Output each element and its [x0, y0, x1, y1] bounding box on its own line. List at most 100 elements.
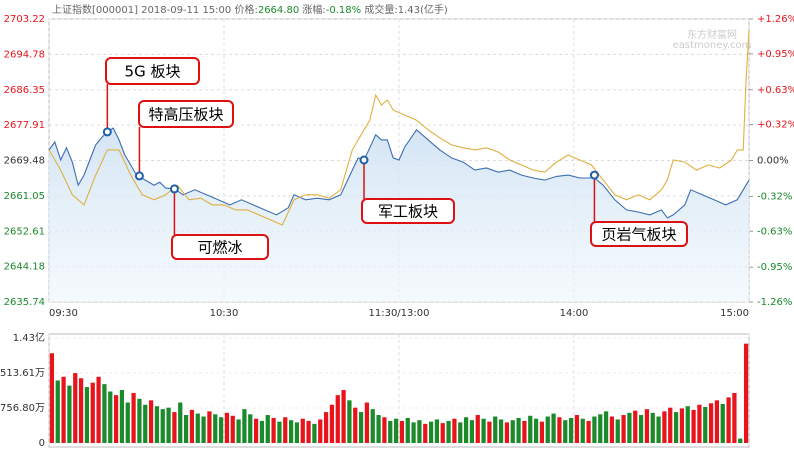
volume-bar: [644, 409, 650, 443]
volume-bar: [738, 438, 743, 443]
volume-bar: [230, 415, 235, 443]
header: 上证指数[000001] 2018-09-11 15:00 价格:2664.80…: [52, 3, 448, 16]
volume-bar: [353, 407, 358, 443]
volume-bar: [726, 397, 731, 443]
volume-bar: [679, 408, 685, 443]
annotation-marker: [169, 184, 179, 194]
y-tick-label: 2677.91: [4, 120, 45, 131]
watermark-sub: eastmoney.com: [673, 40, 752, 51]
volume-bar: [341, 390, 346, 443]
volume-bar: [528, 415, 533, 443]
volume-bar: [323, 412, 329, 443]
volume-bar: [195, 413, 200, 443]
volume-bar: [131, 392, 136, 443]
price-line: [48, 29, 750, 226]
header-part: 涨幅:: [299, 3, 326, 16]
volume-bar: [259, 420, 265, 443]
annotation-box: [361, 198, 455, 224]
volume-bar: [574, 415, 580, 443]
annotation-label: 5G 板块: [125, 63, 181, 81]
volume-bar: [615, 419, 620, 443]
volume-bar: [481, 418, 486, 443]
volume-bar: [487, 421, 492, 443]
volume-bar: [294, 422, 300, 443]
volume-bar: [650, 412, 655, 443]
volume-bar: [603, 411, 609, 443]
volume-bar: [201, 416, 206, 443]
annotation-box: [590, 221, 688, 247]
volume-bar: [183, 415, 189, 443]
volume-bar: [469, 420, 475, 443]
volume-tick-label: 1.43亿: [13, 331, 45, 344]
annotation-label: 可燃冰: [197, 239, 242, 257]
volume-bar: [376, 415, 381, 443]
volume-bar: [504, 422, 510, 443]
volume-bar: [78, 378, 84, 443]
annotation-box: [171, 234, 269, 260]
volume-bar: [627, 412, 632, 443]
volume-bar: [399, 420, 405, 443]
header-part: 2664.80: [258, 5, 299, 16]
annotation-marker: [134, 171, 144, 181]
volume-bar: [638, 415, 644, 443]
volume-bar: [224, 412, 230, 443]
volume-bar: [49, 353, 55, 443]
volume-bar: [172, 412, 177, 443]
volume-bar: [119, 390, 125, 443]
volume-bar: [166, 407, 171, 443]
volume-bar: [551, 413, 556, 443]
volume-bar: [697, 404, 702, 443]
volume-bar: [113, 395, 119, 443]
volume-bar: [96, 376, 101, 443]
volume-bar: [84, 387, 90, 443]
volume-bar: [213, 414, 218, 443]
annotation-marker: [102, 127, 112, 137]
y-tick-label: 2703.22: [4, 14, 45, 25]
header-part: 成交量:1.43(亿手): [361, 3, 448, 16]
annotation-marker: [359, 155, 369, 165]
y2-tick-label: +1.26%: [757, 14, 794, 25]
price-line: [48, 127, 750, 219]
volume-bar: [580, 418, 585, 443]
y-tick-label: 2644.18: [4, 262, 45, 273]
volume-bar: [720, 404, 725, 443]
y2-tick-label: 0.00%: [757, 156, 789, 167]
volume-bar: [440, 423, 445, 443]
volume-bar: [148, 400, 154, 443]
volume-bar: [318, 419, 323, 443]
volume-bar: [434, 419, 440, 443]
volume-bar: [510, 420, 515, 443]
annotation-label: 特高压板块: [148, 106, 223, 124]
volume-bar: [370, 409, 375, 443]
y-tick-label: 2669.48: [4, 156, 45, 167]
volume-tick-label: 0: [39, 438, 45, 449]
volume-bar: [417, 420, 422, 443]
volume-bar: [633, 410, 638, 443]
volume-bar: [545, 416, 550, 443]
annotation-label: 军工板块: [378, 203, 438, 221]
x-tick-label: 15:00: [720, 308, 749, 319]
volume-bar: [178, 402, 183, 443]
volume-bar: [691, 409, 696, 443]
annotation-label: 页岩气板块: [601, 226, 676, 244]
volume-bar: [743, 343, 749, 443]
volume-bar: [108, 391, 113, 443]
volume-bar: [668, 407, 673, 443]
volume-bar: [568, 417, 574, 443]
volume-bar: [475, 415, 480, 443]
volume-bar: [61, 376, 66, 443]
volume-bar: [329, 404, 335, 443]
volume-bar: [656, 416, 661, 443]
volume-bar: [388, 420, 393, 443]
volume-bar: [90, 382, 95, 443]
volume-bar: [493, 416, 498, 443]
volume-bar: [253, 418, 259, 443]
volume-bar: [137, 398, 142, 443]
volume-bar: [55, 380, 60, 443]
volume-bar: [154, 406, 160, 443]
y2-tick-label: +0.32%: [757, 120, 794, 131]
volume-bar: [516, 417, 521, 443]
y-tick-label: 2652.61: [4, 226, 45, 237]
volume-bar: [143, 404, 148, 443]
